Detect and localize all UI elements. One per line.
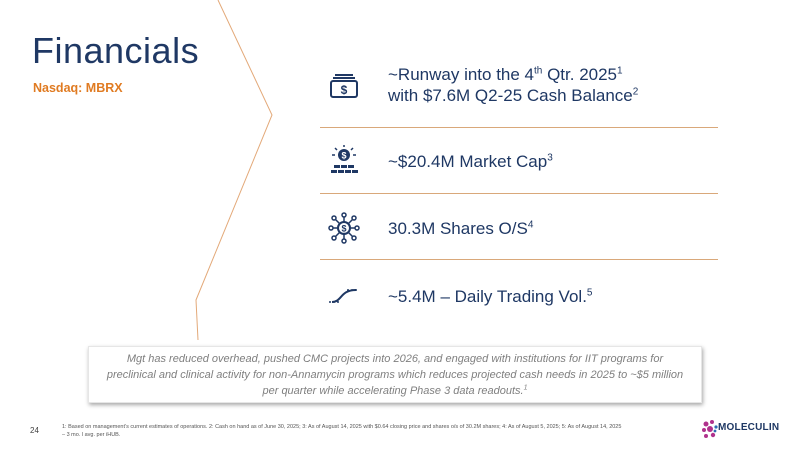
market-cap-icon: $: [331, 145, 358, 173]
footnotes: 1: Based on management’s current estimat…: [62, 424, 622, 438]
logo-text: MOLECULIN: [718, 422, 780, 433]
svg-text:$: $: [341, 224, 346, 234]
stat-runway-line1: ~Runway into the 4th Qtr. 20251: [388, 65, 623, 84]
stat-shares-text: 30.3M Shares O/S4: [388, 219, 534, 238]
stat-row-runway: $ ~Runway into the 4th Qtr. 20251 with $…: [320, 58, 718, 120]
note-box: Mgt has reduced overhead, pushed CMC pro…: [88, 346, 702, 403]
cash-stack-icon: $: [330, 74, 358, 98]
moleculin-logo-icon: [702, 420, 718, 438]
stat-row-market-cap: $ ~$20.4M Market Cap3: [320, 136, 718, 188]
divider: [320, 127, 718, 128]
stat-row-trading-vol: ~5.4M – Daily Trading Vol.5: [320, 268, 718, 324]
svg-text:$: $: [341, 83, 348, 97]
ticker-label: Nasdaq: MBRX: [33, 81, 123, 95]
note-text: Mgt has reduced overhead, pushed CMC pro…: [106, 352, 684, 397]
stat-runway-line2: with $7.6M Q2-25 Cash Balance2: [388, 86, 639, 105]
stat-runway-text: ~Runway into the 4th Qtr. 20251 with $7.…: [388, 64, 638, 106]
page-number: 24: [30, 426, 39, 435]
stat-trading-vol-text: ~5.4M – Daily Trading Vol.5: [388, 287, 593, 306]
divider: [320, 193, 718, 194]
stat-row-shares: $ 30.3M Shares O/S4: [320, 202, 718, 254]
network-dollar-icon: $: [328, 212, 360, 244]
stat-market-cap-text: ~$20.4M Market Cap3: [388, 152, 553, 171]
trading-curve-icon: [329, 289, 359, 303]
divider: [320, 259, 718, 260]
svg-text:$: $: [341, 151, 346, 161]
page-title: Financials: [32, 30, 200, 71]
